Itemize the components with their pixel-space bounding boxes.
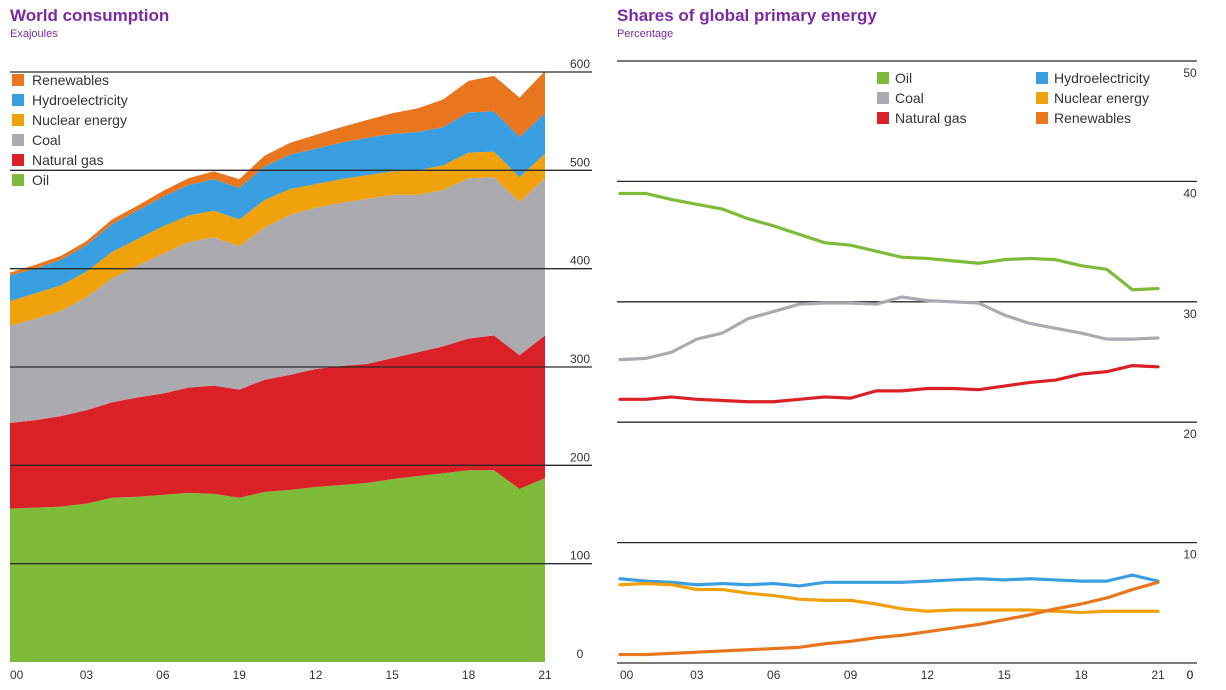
- left-x-tick-label: 03: [80, 668, 94, 682]
- legend-swatch-natural-gas: [877, 112, 889, 124]
- legend-label-oil: Oil: [32, 172, 49, 188]
- line-hydroelectricity: [618, 573, 1160, 588]
- legend-swatch-coal: [877, 92, 889, 104]
- legend-label-nuclear-energy: Nuclear energy: [32, 112, 127, 128]
- legend-label-nuclear-energy: Nuclear energy: [1054, 90, 1149, 106]
- left-x-tick-label: 18: [462, 668, 476, 682]
- line-renewables: [618, 580, 1160, 657]
- left-x-tick-label: 12: [309, 668, 323, 682]
- left-y-tick-label: 500: [570, 155, 590, 169]
- right-y-tick-label: 10: [1183, 548, 1197, 562]
- world-consumption-chart: 0 100 200 300 400 500 600 00 03 06 19 12 15 18 21 Renew…: [10, 57, 592, 682]
- legend-label-coal: Coal: [895, 90, 924, 106]
- area-nuclear-energy: [10, 151, 545, 326]
- legend-label-oil: Oil: [895, 70, 912, 86]
- area-coal: [10, 177, 545, 424]
- left-y-tick-label: 300: [570, 352, 590, 366]
- legend-label-hydroelectricity: Hydroelectricity: [1054, 70, 1150, 86]
- right-x-tick-label: 00: [620, 668, 634, 682]
- left-y-tick-label: 600: [570, 57, 590, 71]
- left-x-tick-label: 06: [156, 668, 170, 682]
- right-x-tick-label: 21: [1151, 668, 1165, 682]
- right-x-tick-label: 09: [844, 668, 858, 682]
- left-y-tick-label: 400: [570, 254, 590, 268]
- left-y-tick-label: 100: [570, 549, 590, 563]
- legend-swatch-natural-gas: [12, 154, 24, 166]
- left-x-tick-label: 21: [538, 668, 552, 682]
- legend-swatch-oil: [12, 174, 24, 186]
- right-x-tick-label: 18: [1074, 668, 1088, 682]
- right-chart-subtitle: Percentage: [617, 28, 674, 40]
- legend-label-natural-gas: Natural gas: [895, 110, 967, 126]
- right-y-tick-label: 0: [1187, 668, 1194, 682]
- legend-swatch-coal: [12, 134, 24, 146]
- legend-label-natural-gas: Natural gas: [32, 152, 104, 168]
- right-x-tick-label: 06: [767, 668, 781, 682]
- left-y-tick-label: 0: [577, 647, 584, 661]
- right-x-tick-label: 12: [921, 668, 935, 682]
- left-x-tick-label: 00: [10, 668, 24, 682]
- line-nuclear-energy: [618, 581, 1160, 615]
- line-oil: [618, 191, 1160, 292]
- right-x-axis-zero-label: 0: [1187, 668, 1194, 682]
- right-x-tick-label: 03: [690, 668, 704, 682]
- legend-label-hydroelectricity: Hydroelectricity: [32, 92, 128, 108]
- legend-swatch-hydroelectricity: [12, 94, 24, 106]
- left-chart-subtitle: Exajoules: [10, 28, 58, 40]
- legend-swatch-nuclear-energy: [12, 114, 24, 126]
- legend-label-renewables: Renewables: [1054, 110, 1131, 126]
- left-x-tick-label: 19: [233, 668, 247, 682]
- area-renewables: [10, 71, 545, 276]
- area-hydroelectricity: [10, 111, 545, 302]
- left-x-tick-label: 15: [385, 668, 399, 682]
- legend-swatch-renewables: [1036, 112, 1048, 124]
- right-y-tick-label: 20: [1183, 427, 1197, 441]
- legend-swatch-oil: [877, 72, 889, 84]
- left-chart-title: World consumption: [10, 6, 170, 25]
- legend-label-coal: Coal: [32, 132, 61, 148]
- right-y-tick-label: 50: [1183, 66, 1197, 80]
- legend-swatch-hydroelectricity: [1036, 72, 1048, 84]
- right-y-tick-label: 30: [1183, 307, 1197, 321]
- right-y-tick-label: 40: [1183, 186, 1197, 200]
- right-x-tick-label: 15: [998, 668, 1012, 682]
- legend-swatch-renewables: [12, 74, 24, 86]
- legend-swatch-nuclear-energy: [1036, 92, 1048, 104]
- line-natural-gas: [618, 364, 1160, 404]
- line-coal: [618, 295, 1160, 362]
- area-oil: [10, 470, 545, 662]
- left-y-tick-label: 200: [570, 450, 590, 464]
- legend-label-renewables: Renewables: [32, 72, 109, 88]
- right-chart-title: Shares of global primary energy: [617, 6, 877, 25]
